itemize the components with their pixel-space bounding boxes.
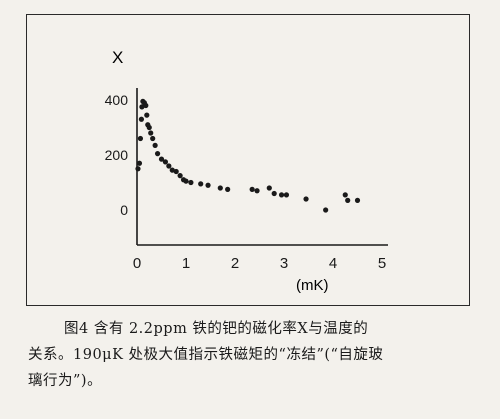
figure-frame xyxy=(26,14,470,306)
ticks: 0 1 2 3 4 5 0 200 400 xyxy=(105,92,387,272)
data-point xyxy=(278,192,285,198)
caption-line-2: 关系。190μK 处极大值指示铁磁矩的“冻结”(“自旋玻 xyxy=(28,347,384,363)
x-tick-label: 2 xyxy=(231,255,239,272)
caption-line-3: 璃行为”)。 xyxy=(28,373,103,389)
data-point xyxy=(342,192,348,198)
x-tick-label: 1 xyxy=(182,255,190,272)
data-point xyxy=(266,185,272,191)
x-tick-label: 4 xyxy=(329,255,337,272)
data-point xyxy=(173,168,179,175)
x-tick-label: 0 xyxy=(133,255,141,272)
data-point xyxy=(139,104,145,110)
data-point xyxy=(205,182,211,188)
y-tick-label: 200 xyxy=(105,147,129,163)
data-point xyxy=(225,186,231,192)
data-point xyxy=(154,151,161,157)
data-point xyxy=(254,188,260,194)
data-points xyxy=(135,98,361,213)
data-point xyxy=(271,190,277,197)
data-point xyxy=(143,102,149,109)
data-point xyxy=(158,156,165,162)
x-tick-label: 3 xyxy=(280,255,288,272)
data-point xyxy=(146,124,152,131)
data-point xyxy=(148,130,154,136)
data-point xyxy=(283,192,290,198)
caption-line-1: 图4 含有 2.2ppm 铁的钯的磁化率X与温度的 xyxy=(64,321,369,337)
data-point xyxy=(188,179,194,186)
y-tick-label: 400 xyxy=(105,92,129,108)
y-tick-label: 0 xyxy=(120,202,128,218)
data-point xyxy=(198,181,204,187)
data-point xyxy=(323,207,329,213)
data-point xyxy=(152,142,158,148)
x-tick-label: 5 xyxy=(378,255,386,272)
data-point xyxy=(150,135,156,142)
data-point xyxy=(345,197,351,203)
data-point xyxy=(166,163,172,169)
data-point xyxy=(135,166,141,172)
x-axis-label: (mK) xyxy=(296,277,329,294)
data-point xyxy=(138,116,145,122)
data-point xyxy=(303,196,309,202)
data-point xyxy=(249,186,255,192)
data-point xyxy=(354,197,361,203)
data-point xyxy=(162,159,169,165)
data-point xyxy=(144,112,150,118)
data-point xyxy=(137,135,144,142)
data-point xyxy=(217,185,223,191)
y-axis-label: X xyxy=(112,48,123,67)
data-point xyxy=(136,160,143,166)
data-point xyxy=(183,178,189,184)
data-point xyxy=(169,167,175,173)
data-point xyxy=(177,173,183,179)
